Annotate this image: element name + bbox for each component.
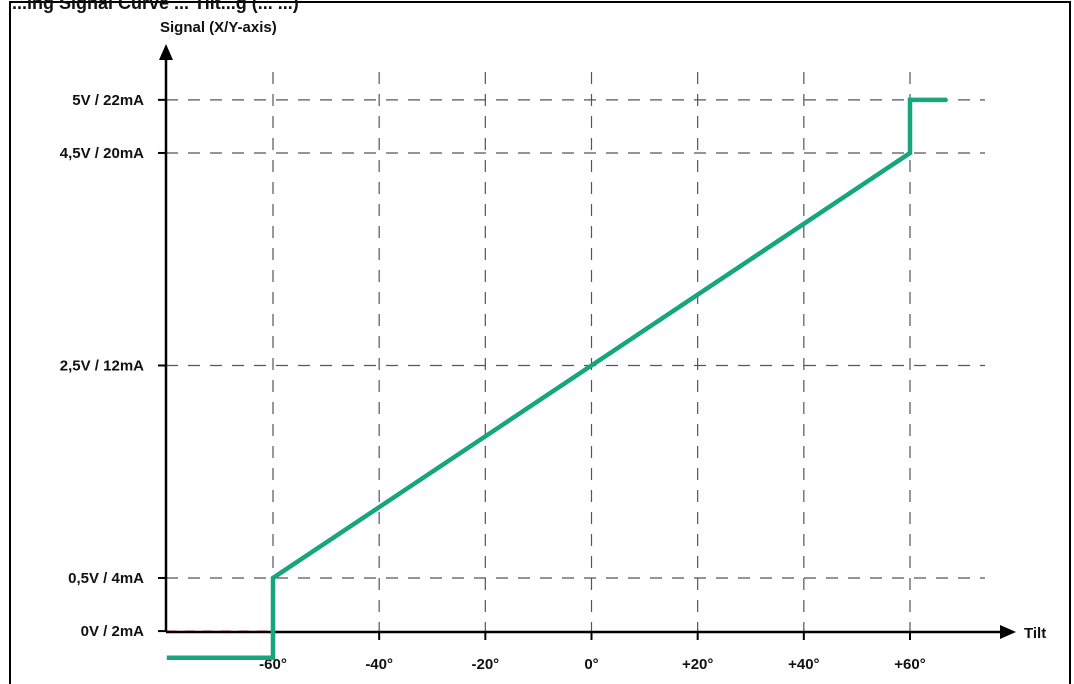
x-tick-label: -20° xyxy=(471,656,499,673)
grid xyxy=(166,72,985,632)
x-axis-title: Tilt xyxy=(1024,625,1046,642)
x-tick-label: -60° xyxy=(259,656,287,673)
y-tick-label: 4,5V / 20mA xyxy=(60,145,144,162)
y-axis-arrow-icon xyxy=(159,44,173,60)
chart-frame xyxy=(9,1,1071,684)
y-tick-labels: 0V / 2mA 0,5V / 4mA 2,5V / 12mA 4,5V / 20mA… xyxy=(60,92,166,640)
x-tick-label: +60° xyxy=(894,656,925,673)
header-text: ...ing Signal Curve ... Tilt...g (... ..… xyxy=(12,0,299,13)
y-tick-label: 0,5V / 4mA xyxy=(68,570,144,587)
x-axis-arrow-icon xyxy=(1000,625,1016,639)
x-tick-label: +40° xyxy=(788,656,819,673)
x-tick-labels: -60° -40° -20° 0° +20° +40° +60° xyxy=(259,632,926,673)
y-tick-label: 2,5V / 12mA xyxy=(60,357,144,374)
x-tick-label: -40° xyxy=(365,656,393,673)
y-tick-label: 0V / 2mA xyxy=(81,623,145,640)
y-axis-title: Signal (X/Y-axis) xyxy=(160,19,277,36)
x-tick-label: 0° xyxy=(584,656,598,673)
series-line xyxy=(166,97,948,660)
y-tick-label: 5V / 22mA xyxy=(72,92,144,109)
series xyxy=(166,97,948,660)
x-tick-label: +20° xyxy=(682,656,713,673)
axes xyxy=(159,44,1016,639)
